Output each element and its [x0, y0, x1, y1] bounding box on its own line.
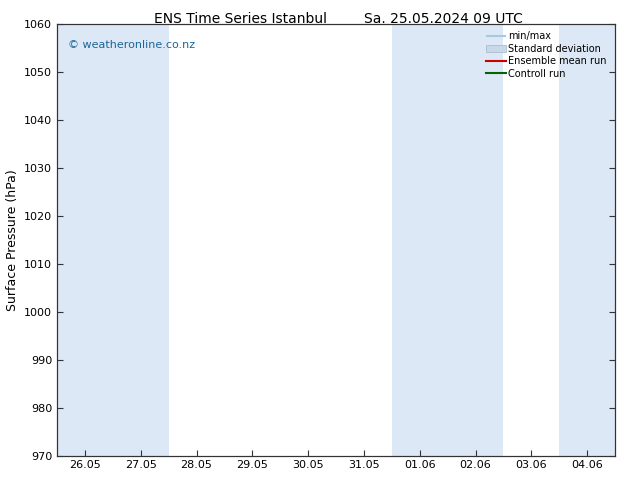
Text: Sa. 25.05.2024 09 UTC: Sa. 25.05.2024 09 UTC [365, 12, 523, 26]
Text: © weatheronline.co.nz: © weatheronline.co.nz [68, 40, 195, 49]
Bar [392, 24, 448, 456]
Bar [113, 24, 169, 456]
Bar [559, 24, 615, 456]
Bar [448, 24, 503, 456]
Legend: min/max, Standard deviation, Ensemble mean run, Controll run: min/max, Standard deviation, Ensemble me… [484, 29, 610, 80]
Y-axis label: Surface Pressure (hPa): Surface Pressure (hPa) [6, 169, 18, 311]
Bar [57, 24, 113, 456]
Text: ENS Time Series Istanbul: ENS Time Series Istanbul [155, 12, 327, 26]
